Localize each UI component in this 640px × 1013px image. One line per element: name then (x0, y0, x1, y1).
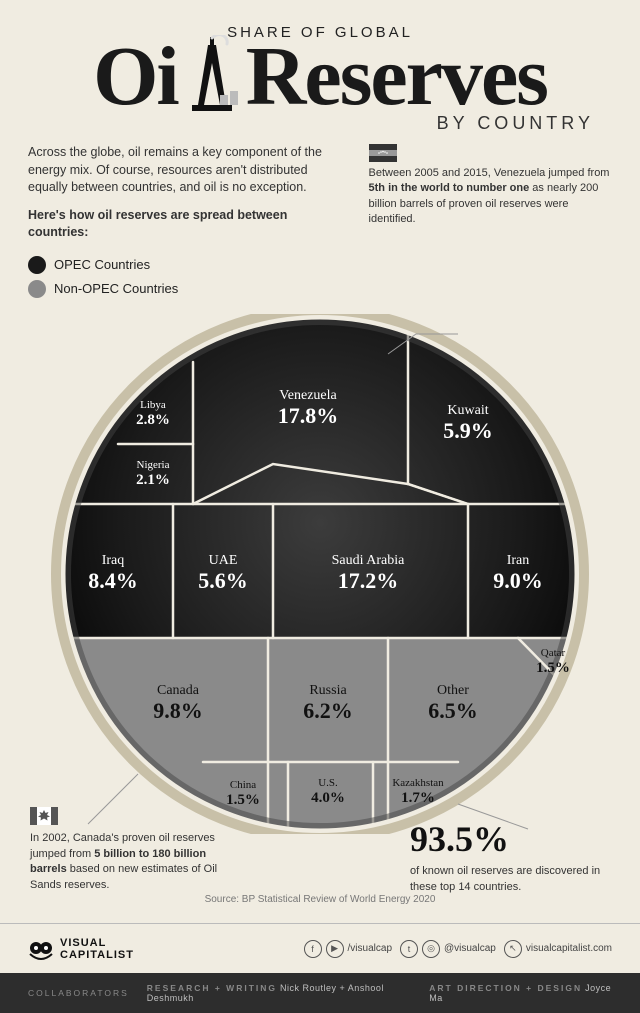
footer-top: VISUAL CAPITALIST f ▶ /visualcap t ◎ @vi… (0, 923, 640, 973)
legend-dot-nonopec (28, 280, 46, 298)
social-group-fb-yt: f ▶ /visualcap (304, 940, 392, 958)
social-group-site: ↖ visualcapitalist.com (504, 940, 612, 958)
brand-line2: CAPITALIST (60, 949, 134, 961)
handle-tw-ig: @visualcap (444, 943, 496, 954)
art-label: ART DIRECTION + DESIGN (429, 983, 582, 993)
svg-text:8.4%: 8.4% (88, 568, 138, 593)
intro-row: Across the globe, oil remains a key comp… (28, 144, 612, 304)
legend: OPEC Countries Non-OPEC Countries (28, 256, 345, 298)
svg-text:6.5%: 6.5% (428, 698, 478, 723)
social-group-tw-ig: t ◎ @visualcap (400, 940, 496, 958)
vz-note-pre: Between 2005 and 2015, Venezuela jumped … (369, 167, 610, 179)
svg-text:4.0%: 4.0% (311, 790, 345, 806)
title-left: Oi (93, 39, 178, 115)
svg-text:17.2%: 17.2% (338, 568, 399, 593)
svg-text:Kuwait: Kuwait (447, 403, 488, 418)
intro-right: Between 2005 and 2015, Venezuela jumped … (369, 144, 612, 304)
brand-line1: VISUAL (60, 937, 134, 949)
summary-callout: 93.5% of known oil reserves are discover… (410, 814, 610, 895)
vz-note-bold: 5th in the world to number one (369, 182, 530, 194)
svg-text:Nigeria: Nigeria (137, 459, 170, 471)
svg-text:6.2%: 6.2% (303, 698, 353, 723)
svg-text:Kazakhstan: Kazakhstan (392, 777, 444, 789)
research-label: RESEARCH + WRITING (147, 983, 277, 993)
svg-text:UAE: UAE (209, 553, 238, 568)
svg-text:9.8%: 9.8% (153, 698, 203, 723)
oil-derrick-icon (182, 35, 242, 115)
title-row: Oi Reserves (28, 35, 612, 115)
svg-text:Other: Other (437, 683, 469, 698)
svg-text:Libya: Libya (140, 399, 166, 411)
twitter-icon[interactable]: t (400, 940, 418, 958)
canada-callout: In 2002, Canada's proven oil reserves ju… (30, 807, 230, 893)
svg-text:2.8%: 2.8% (136, 412, 170, 428)
cursor-icon[interactable]: ↖ (504, 940, 522, 958)
instagram-icon[interactable]: ◎ (422, 940, 440, 958)
header: SHARE OF GLOBAL Oi Reser (28, 24, 612, 134)
svg-text:1.5%: 1.5% (536, 660, 570, 676)
brand-mark-icon (28, 936, 54, 962)
svg-text:1.7%: 1.7% (401, 790, 435, 806)
svg-text:5.6%: 5.6% (198, 568, 248, 593)
handle-site: visualcapitalist.com (526, 943, 612, 954)
svg-text:Iraq: Iraq (102, 553, 125, 568)
legend-dot-opec (28, 256, 46, 274)
footer: VISUAL CAPITALIST f ▶ /visualcap t ◎ @vi… (0, 923, 640, 1013)
intro-body: Across the globe, oil remains a key comp… (28, 145, 322, 194)
footer-bottom: COLLABORATORS RESEARCH + WRITING Nick Ro… (0, 973, 640, 1013)
summary-text: of known oil reserves are discovered in … (410, 865, 600, 892)
brand-logo: VISUAL CAPITALIST (28, 936, 134, 962)
svg-text:U.S.: U.S. (318, 777, 338, 789)
intro-left: Across the globe, oil remains a key comp… (28, 144, 345, 304)
source-line: Source: BP Statistical Review of World E… (205, 894, 436, 905)
venezuela-flag-icon (369, 144, 397, 162)
svg-text:China: China (230, 779, 256, 791)
collab-label: COLLABORATORS (28, 988, 129, 998)
svg-text:Iran: Iran (507, 553, 530, 568)
svg-text:2.1%: 2.1% (136, 472, 170, 488)
legend-label-nonopec: Non-OPEC Countries (54, 280, 178, 298)
svg-text:Venezuela: Venezuela (279, 388, 337, 403)
svg-text:5.9%: 5.9% (443, 418, 493, 443)
legend-label-opec: OPEC Countries (54, 256, 150, 274)
youtube-icon[interactable]: ▶ (326, 940, 344, 958)
facebook-icon[interactable]: f (304, 940, 322, 958)
svg-text:9.0%: 9.0% (493, 568, 543, 593)
intro-bold-line: Here's how oil reserves are spread betwe… (28, 207, 345, 242)
svg-text:Qatar: Qatar (541, 647, 566, 659)
svg-text:17.8%: 17.8% (278, 403, 339, 428)
legend-item-nonopec: Non-OPEC Countries (28, 280, 345, 298)
svg-text:Canada: Canada (157, 683, 200, 698)
handle-fb-yt: /visualcap (348, 943, 392, 954)
svg-text:Russia: Russia (309, 683, 347, 698)
summary-pct: 93.5% (410, 814, 610, 864)
legend-item-opec: OPEC Countries (28, 256, 345, 274)
voronoi-chart: Venezuela17.8% Kuwait5.9% Libya2.8% Nigeria… (28, 314, 612, 834)
socials: f ▶ /visualcap t ◎ @visualcap ↖ visualca… (304, 940, 612, 958)
title-right: Reserves (246, 39, 547, 115)
svg-text:1.5%: 1.5% (226, 792, 260, 808)
svg-text:Saudi Arabia: Saudi Arabia (332, 553, 405, 568)
canada-flag-icon (30, 807, 58, 825)
